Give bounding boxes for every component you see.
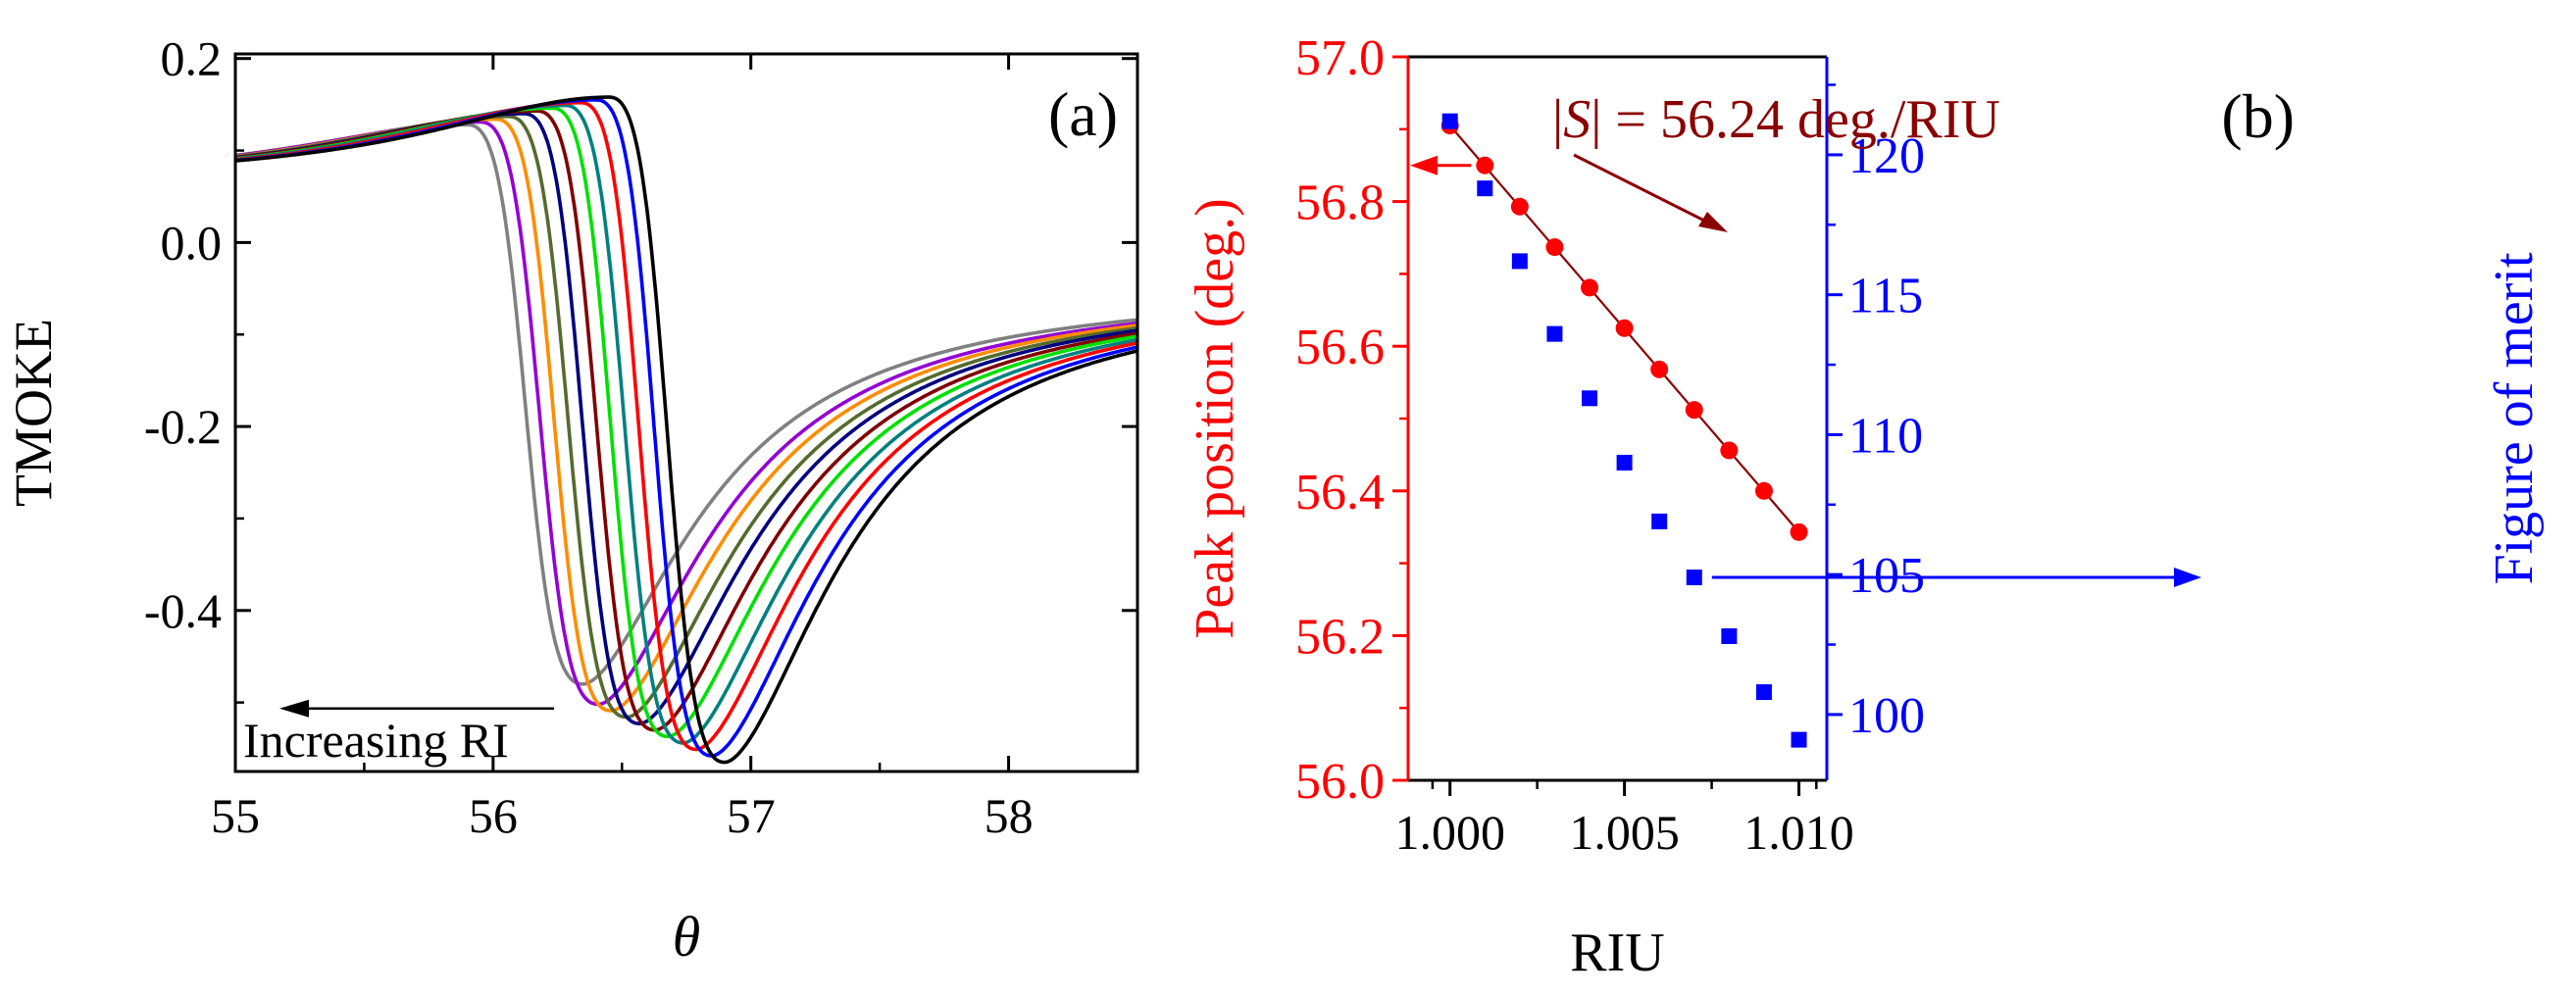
fom-point-4 [1546,325,1563,342]
y-tick-label-a: -0.2 [144,399,222,454]
series-line-9 [235,117,1137,713]
y-axis-label-left-b: Peak position (deg.) [1185,198,1245,638]
peak-point-6 [1615,319,1634,337]
peak-point-4 [1545,238,1564,257]
y-tick-label-right-b: 110 [1848,408,1923,464]
y-tick-label-left-b: 56.6 [1295,320,1385,375]
panel-label-a: (a) [1048,79,1118,149]
y-tick-label-right-b: 100 [1848,688,1925,744]
arrow-head-a [279,699,309,718]
fom-point-10 [1755,684,1772,701]
panel-a: 55 56 57 58 0.2 0.0 -0.2 -0.4 TMOKE θ (a) Increasin… [4,31,1139,969]
series-line-1 [235,95,1137,765]
plot-frame-a [233,52,1139,773]
y-tick-label-right-b: 115 [1848,269,1923,324]
y-tick-label-right-b: 120 [1848,128,1925,184]
peak-point-3 [1510,197,1529,216]
panel-b: 1.000 1.005 1.010 56.0 56.2 56.4 56.6 56.8 57.0 1… [1185,30,2545,983]
sensitivity-annotation-part: S [1563,89,1591,150]
peak-point-5 [1581,278,1599,297]
fom-point-11 [1791,731,1807,748]
x-tick-label-a: 58 [985,788,1034,843]
x-tick-label-a: 57 [727,788,776,843]
sensitivity-annotation-part: | [1552,89,1563,150]
curves [235,95,1137,765]
sensitivity-annotation-part: | = 56.24 deg./RIU [1591,89,2000,150]
y-tick-label-a: -0.4 [144,583,222,638]
arrow-left-head-b [1410,155,1438,175]
fom-point-8 [1686,570,1702,586]
fom-point-2 [1477,180,1493,197]
y-tick-label-left-b: 56.4 [1295,465,1385,521]
fom-point-5 [1582,390,1598,407]
x-tick-label-b: 1.000 [1394,805,1505,860]
y-tick-label-left-b: 56.0 [1295,754,1385,810]
fom-point-1 [1441,113,1458,129]
fom-point-9 [1721,627,1738,644]
peak-point-8 [1685,401,1703,420]
y-tick-label-left-b: 57.0 [1295,30,1385,86]
x-axis-label-b: RIU [1570,922,1664,983]
y-tick-label-left-b: 56.8 [1295,175,1385,231]
series-line-8 [235,115,1137,720]
y-tick-label-left-b: 56.2 [1295,609,1385,665]
x-tick-label-a: 56 [469,788,518,843]
sensitivity-arrow-shaft [1573,153,1707,224]
x-tick-label-b: 1.005 [1569,805,1680,860]
y-tick-label-a: 0.2 [161,31,223,86]
peak-point-11 [1790,522,1808,541]
annotation-increasing-ri: Increasing RI [243,713,509,768]
fom-point-7 [1651,513,1668,529]
peak-point-7 [1650,360,1669,378]
x-axis-label-a: θ [673,905,701,969]
y-tick-label-a: 0.0 [161,215,223,270]
sensitivity-arrow-head [1698,212,1728,232]
arrow-right-head-b [2174,568,2201,588]
peak-point-2 [1476,156,1494,174]
peak-point-9 [1720,441,1739,460]
sensitivity-annotation: |S| = 56.24 deg./RIU [1552,89,2000,150]
y-axis-label-right-b: Figure of merit [2484,252,2545,584]
y-axis-label-a: TMOKE [4,319,63,507]
fom-point-3 [1511,253,1528,270]
fom-point-6 [1616,454,1633,471]
x-tick-label-b: 1.010 [1743,805,1854,860]
series-line-10 [235,120,1137,707]
panel-label-b: (b) [2221,81,2295,151]
peak-point-10 [1754,481,1773,500]
x-tick-label-a: 55 [211,788,260,843]
